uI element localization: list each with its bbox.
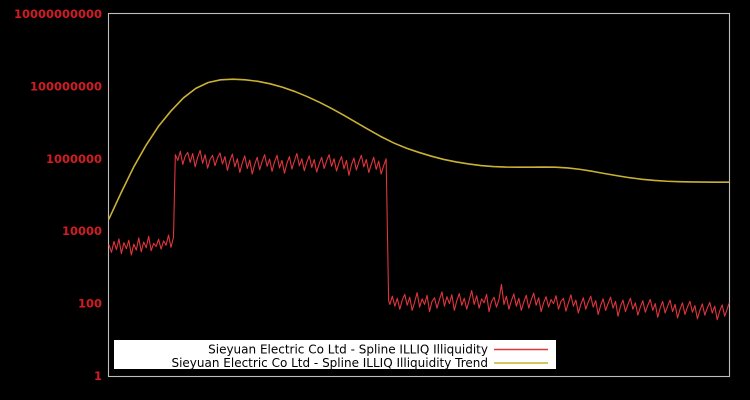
chart-legend[interactable]: Sieyuan Electric Co Ltd - Spline ILLIQ I… bbox=[114, 340, 556, 370]
y-tick-label: 1 bbox=[94, 369, 102, 383]
y-tick-label: 1000000 bbox=[46, 152, 102, 166]
y-tick-label: 100000000 bbox=[30, 79, 102, 93]
y-tick-label: 10000 bbox=[62, 224, 102, 238]
legend-background bbox=[114, 340, 556, 369]
y-axis-tick-labels: 1 100 10000 1000000 100000000 10000000000 bbox=[14, 7, 102, 383]
y-tick-label: 100 bbox=[78, 297, 102, 311]
data-series-layer bbox=[108, 78, 730, 321]
series-illiquidity-trend bbox=[108, 78, 730, 220]
y-tick-label: 10000000000 bbox=[14, 7, 102, 21]
plot-frame bbox=[107, 12, 731, 378]
series-illiquidity bbox=[108, 149, 730, 321]
legend-entry-label[interactable]: Sieyuan Electric Co Ltd - Spline ILLIQ I… bbox=[171, 356, 488, 370]
legend-entry-label[interactable]: Sieyuan Electric Co Ltd - Spline ILLIQ I… bbox=[208, 343, 488, 357]
